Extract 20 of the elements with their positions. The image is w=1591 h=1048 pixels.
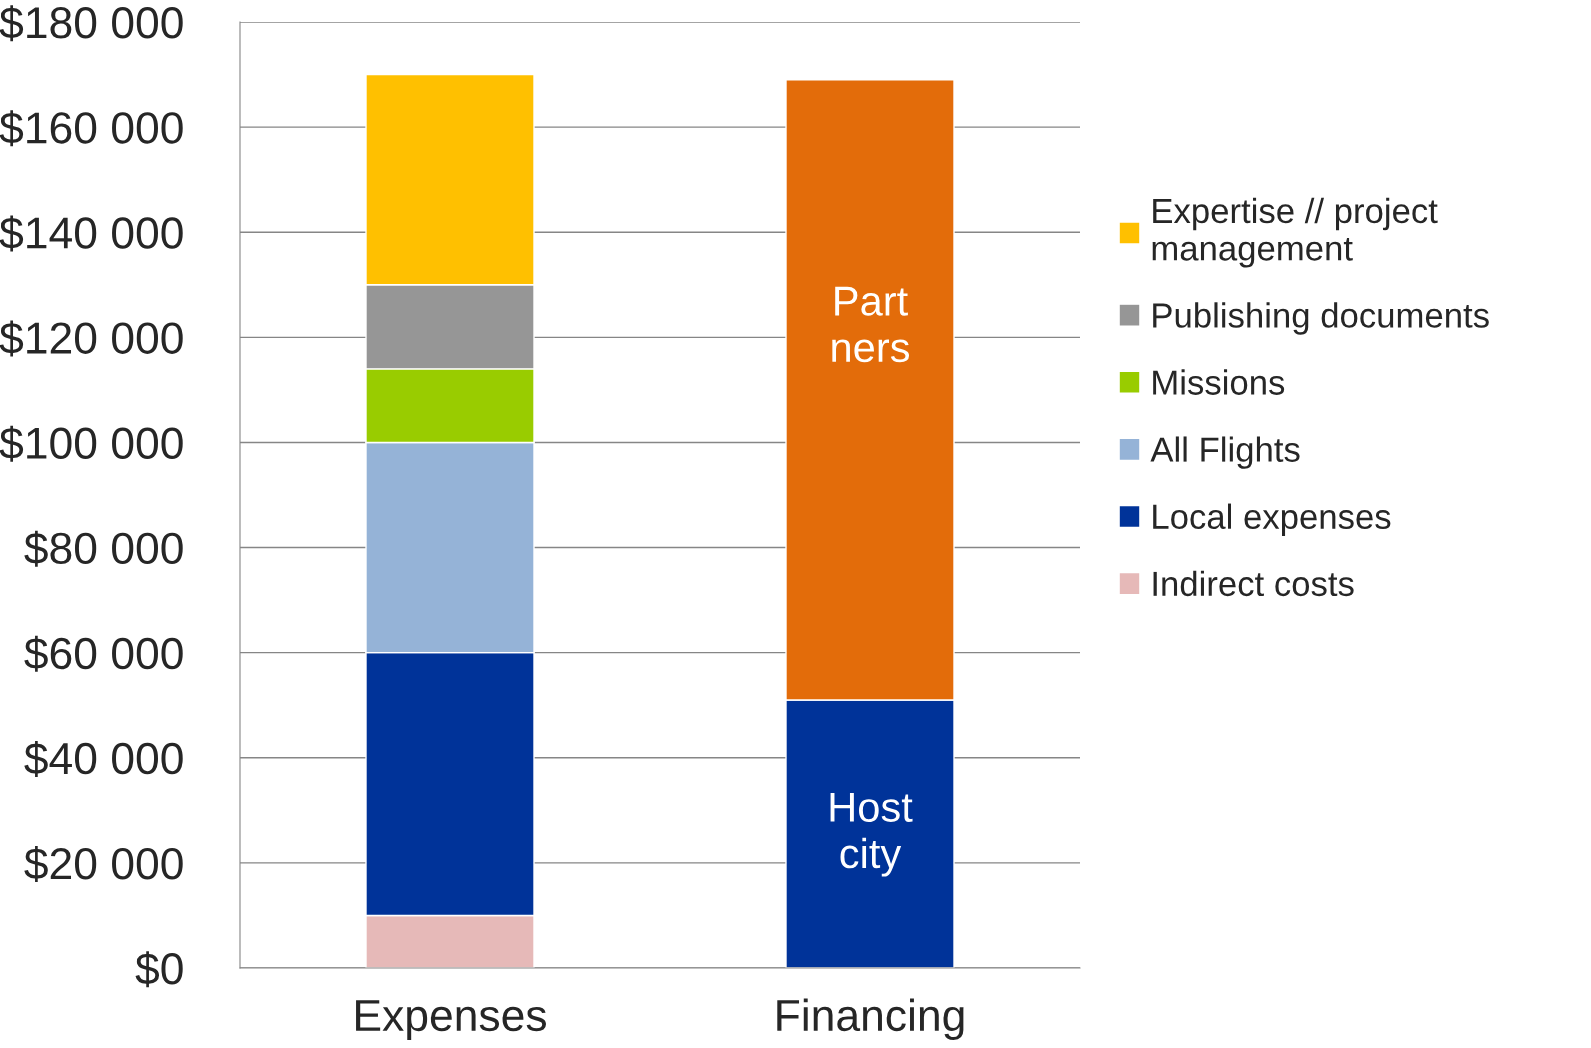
legend-label: Publishing documents <box>1153 302 1489 335</box>
x-tick-label: Financing <box>777 998 964 1040</box>
y-tick-label: $80 000 <box>24 530 183 567</box>
y-tick-label: $100 000 <box>0 425 183 462</box>
y-tick-label: $160 000 <box>0 110 183 147</box>
y-tick-label: $140 000 <box>0 215 183 252</box>
y-tick-label: $180 000 <box>0 5 183 42</box>
y-tick-label: $20 000 <box>24 846 183 883</box>
y-tick-label: $0 <box>135 951 183 988</box>
y-tick-label: $120 000 <box>0 320 183 357</box>
series-label: Host city <box>830 792 913 877</box>
x-tick-label: Expenses <box>356 1000 546 1040</box>
y-tick-label: $40 000 <box>24 740 183 777</box>
legend-label: All Flights <box>1150 436 1300 469</box>
legend-label: Expertise // project management <box>1152 197 1438 268</box>
legend-label: Local expenses <box>1153 503 1391 536</box>
y-tick-label: $60 000 <box>24 635 183 672</box>
legend-label: Indirect costs <box>1153 570 1354 597</box>
series-label: Part ners <box>832 286 910 363</box>
legend-label: Missions <box>1153 369 1285 395</box>
